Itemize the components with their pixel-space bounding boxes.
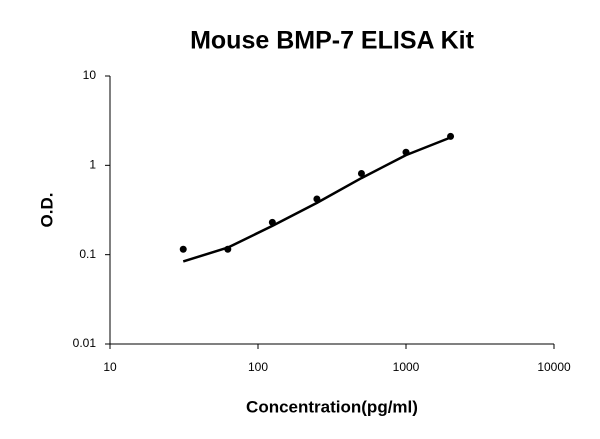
fit-curve: [182, 136, 452, 263]
y-axis-title: O.D.: [37, 193, 56, 228]
y-tick-label: 0.01: [73, 336, 97, 350]
x-tick-label: 100: [248, 360, 268, 374]
y-tick-label: 0.1: [79, 247, 96, 261]
x-tick-label: 1000: [393, 360, 420, 374]
data-point: [179, 245, 187, 253]
x-tick-label: 10000: [537, 360, 571, 374]
x-tick-label: 10: [103, 360, 117, 374]
y-tick-label: 10: [83, 68, 97, 82]
chart-title: Mouse BMP-7 ELISA Kit: [190, 27, 474, 55]
y-tick-label: 1: [89, 158, 96, 172]
data-point: [357, 170, 365, 178]
x-axis-title: Concentration(pg/ml): [246, 397, 418, 416]
